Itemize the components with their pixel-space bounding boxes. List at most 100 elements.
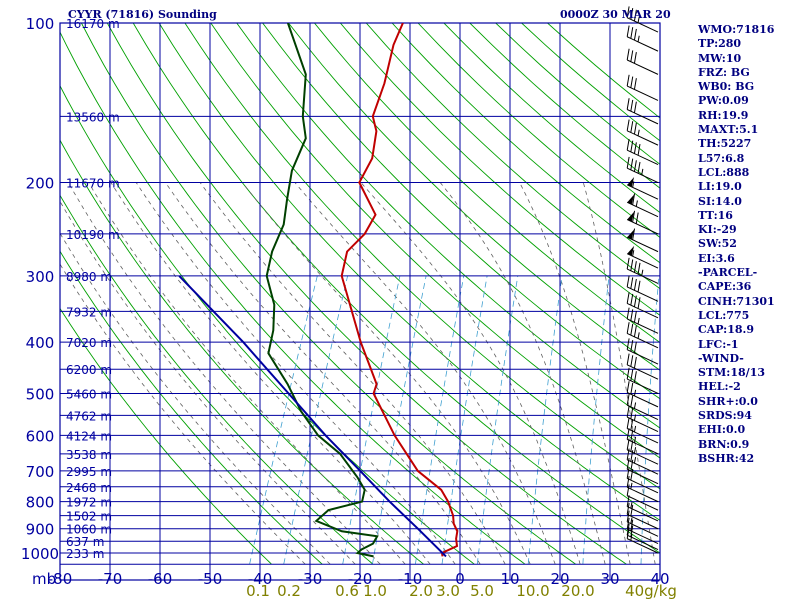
wind-barb xyxy=(626,322,659,349)
dry-adiabat xyxy=(236,23,660,429)
moist-adiabat xyxy=(519,182,631,565)
mixing-ratio-line xyxy=(372,275,427,565)
index-item: LCL:775 xyxy=(698,308,750,322)
wind-barb-feather xyxy=(633,52,637,64)
mixing-ratio-label: 40g/kg xyxy=(625,582,677,600)
wind-barb xyxy=(626,74,659,101)
wind-barb-feather xyxy=(630,309,634,321)
wind-barb-staff xyxy=(626,528,659,545)
dry-adiabat xyxy=(391,23,660,264)
wind-barb-staff xyxy=(626,349,659,365)
wind-barb xyxy=(626,353,659,380)
wind-barb-half-feather xyxy=(633,414,637,421)
wind-barb-feather xyxy=(626,48,630,61)
index-item: TT:16 xyxy=(698,208,733,222)
wind-barb-feather xyxy=(630,468,634,481)
wind-barb-feather xyxy=(630,429,634,442)
index-item: WB0: BG xyxy=(698,80,755,94)
wind-barb-feather xyxy=(626,381,630,393)
wind-barb-staff xyxy=(626,303,659,319)
wind-barb-feather xyxy=(633,341,637,354)
wind-barb xyxy=(626,417,659,444)
wind-barb-half-feather xyxy=(633,447,637,454)
index-item: EI:3.6 xyxy=(698,251,735,265)
wind-barb xyxy=(626,307,659,334)
height-label: 8980 m xyxy=(66,270,112,284)
height-label: 2468 m xyxy=(66,481,112,495)
wind-barb-feather xyxy=(626,138,630,151)
wind-barb xyxy=(626,98,659,125)
moist-adiabat xyxy=(135,182,456,565)
wind-barb-half-feather xyxy=(637,129,640,136)
wind-barb-feather xyxy=(632,193,636,205)
mixing-ratio-line xyxy=(342,275,401,565)
wind-barb-feather xyxy=(626,338,630,350)
wind-barb-staff xyxy=(626,17,659,33)
index-item: LCL:888 xyxy=(698,165,750,179)
temperature-tick-label: -80 xyxy=(48,570,73,588)
dry-adiabat xyxy=(262,23,660,400)
mixing-ratio-line xyxy=(283,275,348,565)
mixing-ratio-label: 10.0 xyxy=(516,582,549,600)
wind-barb-half-feather xyxy=(637,35,640,42)
wind-barb-staff xyxy=(626,149,659,166)
wind-barb-feather xyxy=(626,25,630,37)
index-item: TP:280 xyxy=(698,37,742,51)
mixing-ratio-line xyxy=(582,275,610,565)
moist-adiabat xyxy=(165,182,481,565)
pressure-tick-label: 200 xyxy=(26,175,55,193)
wind-barb-feather xyxy=(633,295,637,307)
index-item: PW:0.09 xyxy=(698,94,749,108)
wind-barb-feather xyxy=(637,297,641,309)
wind-barb-feather xyxy=(626,367,630,380)
index-item: WMO:71816 xyxy=(698,23,775,36)
pressure-tick-label: 800 xyxy=(26,494,55,512)
wind-barb xyxy=(626,210,659,235)
wind-barb-half-feather xyxy=(633,425,637,433)
mixing-ratio-label: 2.0 xyxy=(409,582,433,600)
wind-barb-feather xyxy=(630,140,634,153)
mixing-ratio-line xyxy=(527,275,563,565)
temperature-line xyxy=(340,23,459,557)
wind-barb xyxy=(626,48,659,75)
wind-barb-feather xyxy=(626,74,630,87)
index-item: RH:19.9 xyxy=(698,108,749,122)
mixing-ratio-line xyxy=(441,275,488,565)
dry-adiabat xyxy=(60,31,526,565)
chart-date: 0000Z 30 MAR 20 xyxy=(560,8,671,21)
background-lines xyxy=(60,23,660,565)
wind-barb-feather xyxy=(626,322,630,334)
wind-barb-feather xyxy=(626,475,630,488)
wind-barb-staff xyxy=(626,219,659,235)
wind-barb-flag xyxy=(627,245,635,256)
wind-barb-feather xyxy=(626,292,630,304)
wind-barb-feather xyxy=(630,50,634,62)
wind-barb-feather xyxy=(630,340,634,352)
dry-adiabat xyxy=(132,23,660,554)
wind-barb-feather xyxy=(630,382,634,395)
wind-barb-staff xyxy=(626,109,659,125)
wind-barb-feather xyxy=(630,259,634,271)
mixing-ratio-label: 3.0 xyxy=(436,582,460,600)
wind-barb xyxy=(626,510,659,537)
index-item: TH:5227 xyxy=(698,137,752,151)
index-item: BRN:0.9 xyxy=(698,437,750,451)
wind-barb-half-feather xyxy=(637,332,640,339)
wind-barb-feather xyxy=(630,459,634,472)
wind-barb-feather xyxy=(633,160,637,172)
wind-barb-feather xyxy=(626,6,630,18)
dry-adiabat xyxy=(184,23,660,490)
wind-barb-feather xyxy=(630,355,634,367)
wind-barb-feather xyxy=(633,356,637,369)
wind-barb-staff xyxy=(626,428,659,444)
wind-barb-feather xyxy=(637,161,641,174)
pressure-tick-label: 100 xyxy=(26,15,55,33)
wind-barb-feather xyxy=(632,210,636,223)
wind-barb xyxy=(626,338,659,365)
index-item: LI:19.0 xyxy=(698,180,742,194)
wind-barb-staff xyxy=(626,59,659,75)
height-label: 7932 m xyxy=(66,305,112,319)
wind-barb-feather xyxy=(626,484,630,496)
